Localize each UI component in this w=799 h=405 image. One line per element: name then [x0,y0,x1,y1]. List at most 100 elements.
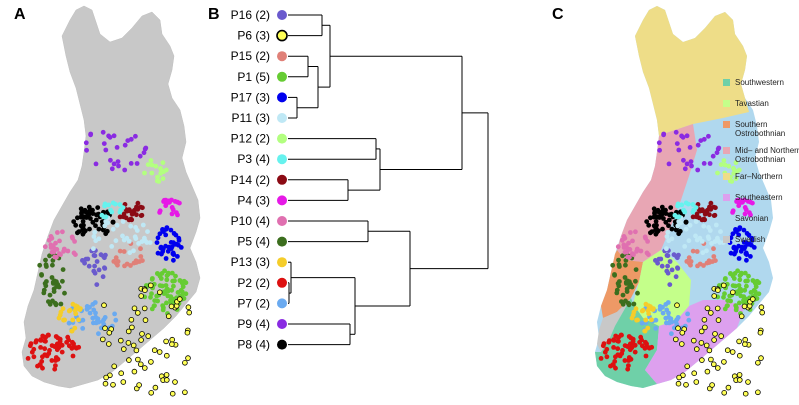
sample-dot [706,225,711,230]
sample-dot [133,347,140,354]
sample-dot [611,345,616,350]
dendrogram: P16 (2) P6 (3) P15 (2) P1 (5) P17 (3) P11 (3)… [231,8,489,352]
sample-dot [721,294,726,300]
sample-dot [78,206,84,212]
dendrogram-leaves: P16 (2) P6 (3) P15 (2) P1 (5) P17 (3) P11 (3)… [231,8,288,352]
sample-dot [679,202,685,208]
sample-dot [110,381,116,388]
sample-dot [73,252,78,257]
sample-dot [716,145,722,151]
sample-dot [698,340,705,346]
region-swedish-coast [597,298,631,352]
sample-dot [117,209,123,215]
sample-dot [72,325,78,331]
leaf-p12: P12 (2) [231,132,287,146]
sample-dot [57,312,63,318]
sample-dot [154,178,160,184]
leaf-marker [277,154,287,165]
sample-dot [186,309,193,316]
sample-dot [169,270,175,276]
sample-dot [630,343,636,349]
sample-dot [639,343,645,349]
sample-dot [689,163,694,169]
sample-dot [49,275,55,280]
sample-dot [755,389,761,396]
sample-dot [164,277,170,283]
sample-dot [159,283,165,289]
sample-dot [691,337,697,344]
sample-dot [157,289,163,296]
sample-dot [730,273,736,279]
sample-dot [744,231,750,236]
leaf-label: P7 (2) [237,296,270,310]
leaf-marker [277,298,287,309]
sample-dot [703,342,710,349]
sample-dot [61,246,67,252]
sample-dot [93,223,98,229]
sample-dot [78,306,83,311]
sample-dot [96,226,102,232]
sample-dot [170,250,176,256]
sample-dot [163,203,169,209]
sample-dot [737,277,743,283]
sample-dot [70,235,75,241]
sample-dot [732,251,737,257]
sample-dot [683,200,689,206]
sample-dot [693,219,699,225]
sample-dot [171,231,177,236]
sample-dot [182,389,188,396]
sample-dot [66,343,72,349]
sample-dot [738,313,745,320]
sample-dot [71,219,77,225]
sample-dot [94,259,100,264]
sample-dot [157,210,163,215]
sample-dot [757,329,764,336]
sample-dot [141,305,148,312]
sample-dot [33,339,39,345]
sample-dot [183,291,189,297]
sample-dot [138,337,144,343]
sample-dot [85,256,91,262]
sample-dot [733,307,739,313]
sample-dot [733,176,739,182]
sample-dot [718,162,724,168]
sample-dot [25,356,31,361]
sample-dot [622,358,628,363]
sample-dot [694,211,700,217]
sample-dot [169,390,176,397]
sample-dot [673,129,679,135]
sample-dot [43,257,48,263]
sample-dot [160,227,165,232]
sample-dot [633,267,639,272]
sample-dot [172,278,177,284]
sample-dot [621,234,627,239]
sample-dot [664,268,670,274]
sample-dot [47,292,53,298]
sample-dot [53,355,59,360]
leaf-marker [277,319,287,329]
legend-label: Ostrobothnian [735,129,785,138]
sample-dot [665,229,671,235]
sample-dot [618,332,624,338]
sample-dot [613,354,618,360]
sample-dot [626,363,631,368]
sample-dot [733,303,739,308]
sample-dot [660,226,665,232]
sample-dot [164,225,170,231]
sample-dot [121,249,127,254]
sample-dot [664,307,670,313]
sample-dot [53,363,58,368]
sample-dot [714,305,721,312]
sample-dot [176,238,182,243]
sample-dot [163,283,169,288]
sample-dot [649,317,654,323]
sample-dot [660,310,666,316]
leaf-p13: P13 (3) [231,255,287,269]
sample-dot [45,332,51,338]
sample-dot [65,248,71,254]
sample-dot [673,227,679,233]
sample-dot [684,133,690,139]
legend-swatch [723,173,730,180]
leaf-label: P2 (2) [237,276,270,290]
sample-dot [715,170,720,176]
